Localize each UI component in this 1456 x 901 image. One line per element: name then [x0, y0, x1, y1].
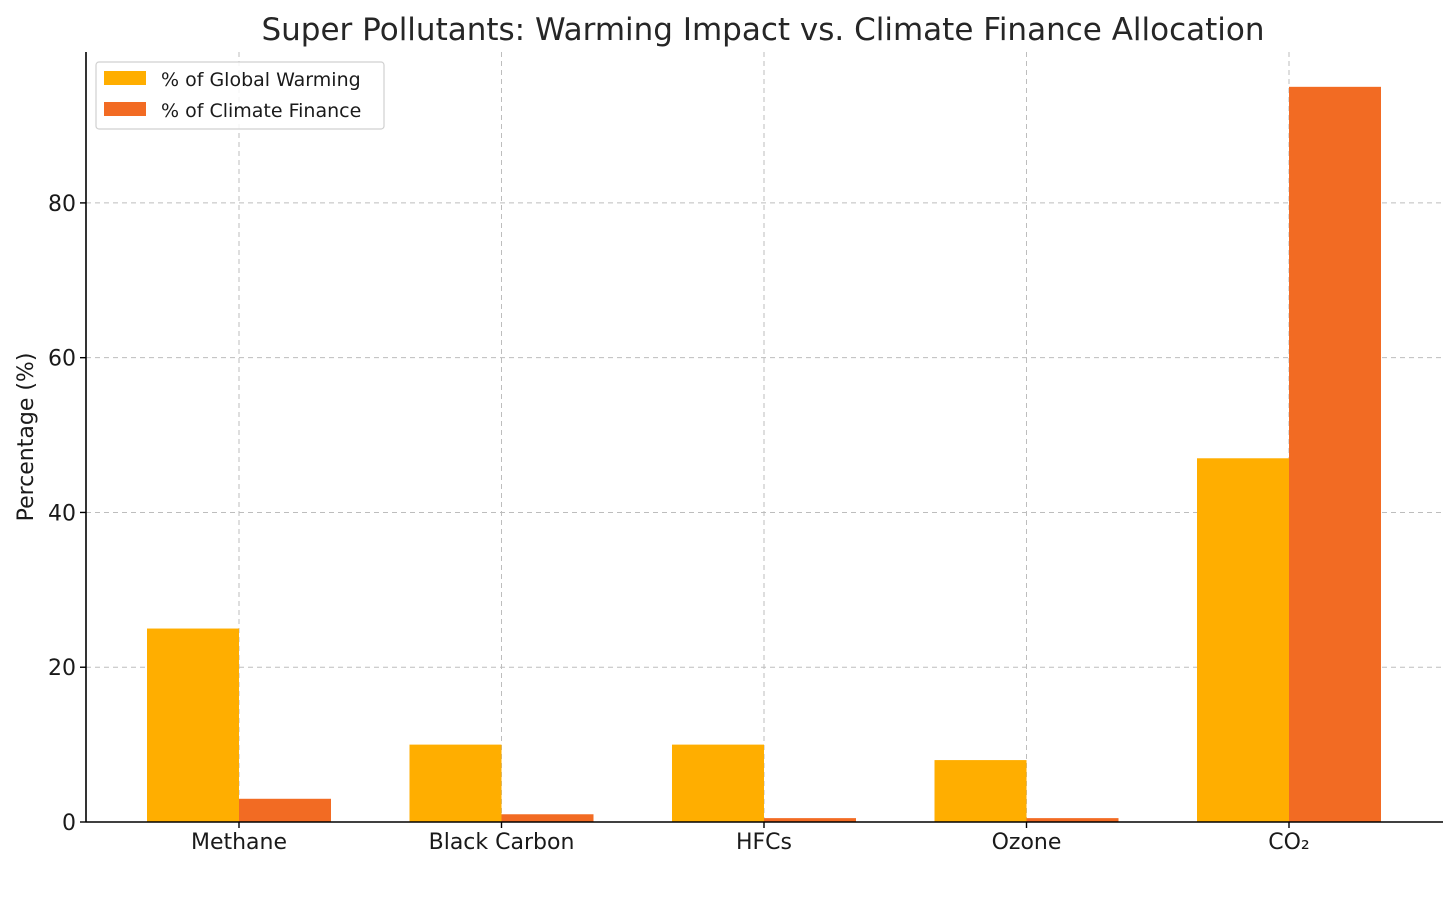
bar — [934, 760, 1027, 822]
x-tick-label: Ozone — [992, 830, 1062, 855]
bar — [1197, 458, 1289, 822]
bar — [147, 628, 239, 822]
x-axis-ticks: Methane Black Carbon HFCs Ozone CO₂ — [191, 822, 1310, 855]
bar — [672, 744, 764, 822]
x-tick-label: Black Carbon — [429, 830, 575, 855]
bar — [764, 818, 856, 822]
x-tick-label: CO₂ — [1268, 830, 1310, 855]
bar — [1026, 818, 1119, 822]
legend-label: % of Climate Finance — [161, 100, 361, 122]
bar — [409, 744, 502, 822]
legend: % of Global Warming % of Climate Finance — [95, 61, 385, 130]
chart-title: Super Pollutants: Warming Impact vs. Cli… — [261, 12, 1264, 48]
x-tick-label: HFCs — [736, 830, 792, 855]
y-tick-label: 60 — [48, 347, 76, 372]
legend-label: % of Global Warming — [161, 69, 361, 91]
y-axis-ticks: 0 20 40 60 80 — [48, 192, 86, 836]
y-tick-label: 80 — [48, 192, 76, 217]
legend-frame — [95, 61, 385, 130]
bar — [1289, 86, 1381, 823]
y-axis-label: Percentage (%) — [14, 353, 39, 522]
x-tick-label: Methane — [191, 830, 287, 855]
bars — [147, 86, 1381, 823]
y-tick-label: 0 — [62, 811, 76, 836]
bar — [239, 798, 331, 822]
y-tick-label: 40 — [48, 501, 76, 526]
legend-swatch — [104, 71, 146, 85]
y-tick-label: 20 — [48, 656, 76, 681]
bar — [501, 814, 594, 822]
legend-swatch — [104, 102, 146, 116]
